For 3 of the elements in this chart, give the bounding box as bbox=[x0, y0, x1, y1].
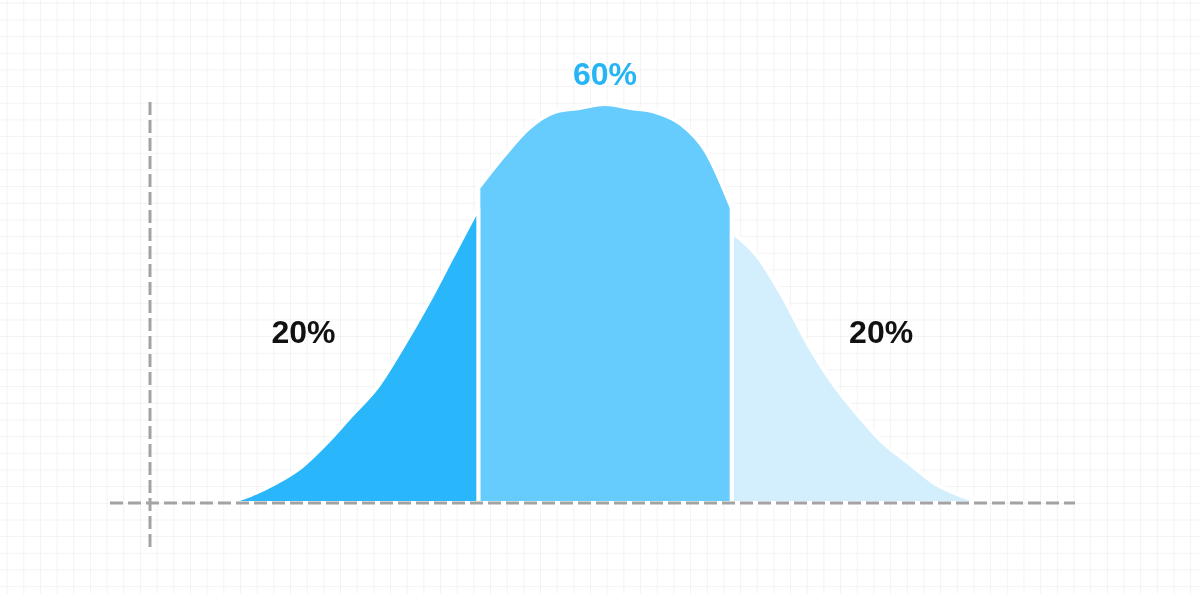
annotation: 20% bbox=[271, 314, 336, 351]
annotation: 20% bbox=[849, 314, 914, 351]
text: 60% bbox=[572, 56, 638, 92]
